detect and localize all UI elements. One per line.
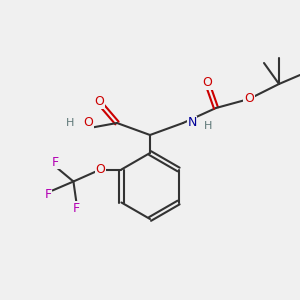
Text: F: F <box>52 155 59 169</box>
Text: O: O <box>94 95 104 109</box>
Text: O: O <box>202 76 212 89</box>
Text: O: O <box>244 92 254 106</box>
Text: H: H <box>204 121 213 131</box>
Text: O: O <box>84 116 93 130</box>
Text: H: H <box>66 118 75 128</box>
Text: O: O <box>95 163 105 176</box>
Text: F: F <box>73 202 80 215</box>
Text: F: F <box>44 188 52 202</box>
Text: N: N <box>187 116 197 130</box>
